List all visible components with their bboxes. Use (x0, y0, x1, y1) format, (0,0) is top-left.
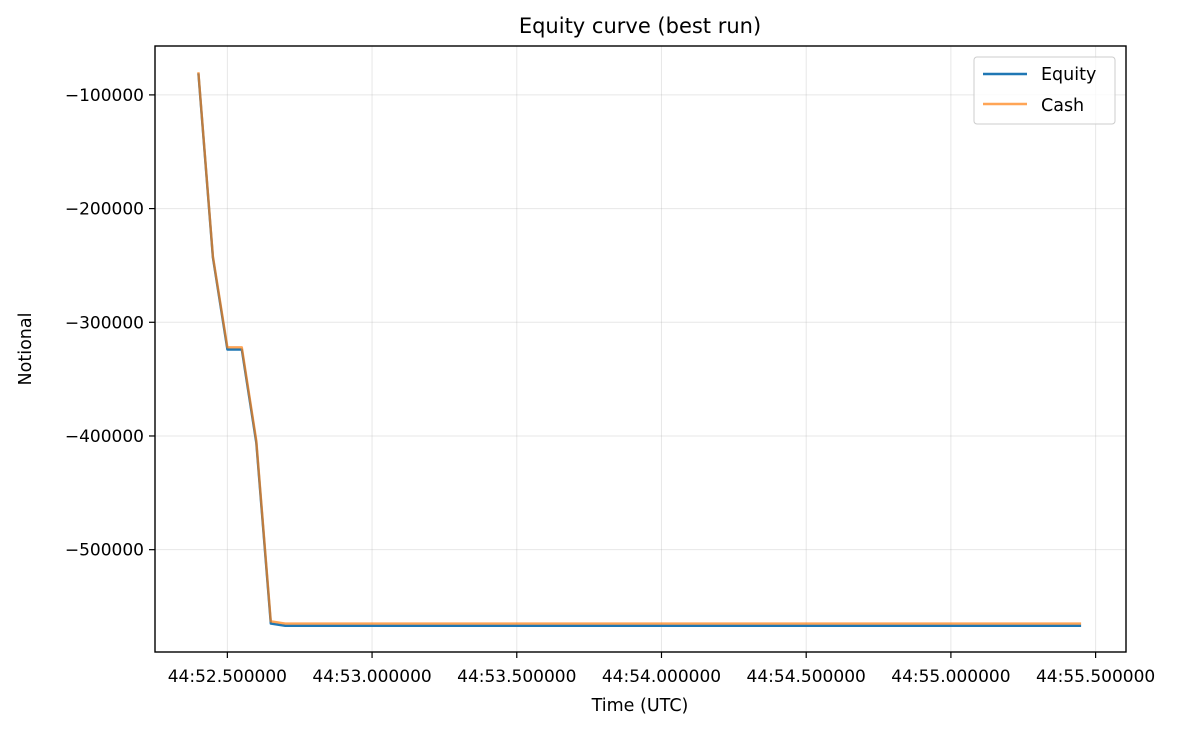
y-axis: −100000 −200000 −300000 −400000 −500000 (65, 86, 155, 561)
x-tick-label: 44:54.500000 (747, 667, 866, 687)
x-tick-label: 44:55.000000 (891, 667, 1010, 687)
series-layer (197, 72, 1082, 627)
x-tick-label: 44:52.500000 (168, 667, 287, 687)
y-tick-label: −500000 (65, 541, 144, 561)
grid (155, 46, 1126, 652)
x-tick-label: 44:54.000000 (602, 667, 721, 687)
x-tick-label: 44:53.000000 (312, 667, 431, 687)
legend: Equity Cash (973, 56, 1116, 125)
x-tick-label: 44:53.500000 (457, 667, 576, 687)
x-tick-label: 44:55.500000 (1036, 667, 1155, 687)
legend-label-cash: Cash (1041, 96, 1084, 116)
series-line-cash (197, 72, 1082, 625)
series-line-equity (197, 73, 1082, 627)
x-axis-label: Time (UTC) (591, 696, 689, 716)
legend-label-equity: Equity (1041, 65, 1096, 85)
y-tick-label: −200000 (65, 200, 144, 220)
y-tick-label: −300000 (65, 313, 144, 333)
chart-title: Equity curve (best run) (519, 14, 761, 38)
x-axis: 44:52.500000 44:53.000000 44:53.500000 44:5… (168, 652, 1155, 687)
y-tick-label: −100000 (65, 86, 144, 106)
y-axis-label: Notional (16, 313, 36, 386)
plot-frame (154, 45, 1127, 653)
y-tick-label: −400000 (65, 427, 144, 447)
